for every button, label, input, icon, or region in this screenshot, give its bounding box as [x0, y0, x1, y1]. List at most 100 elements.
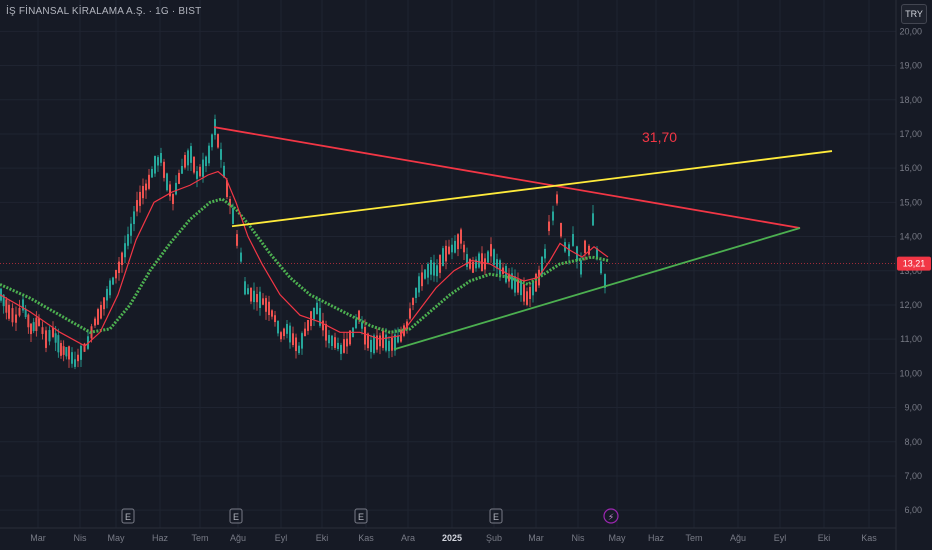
candle-body [15, 314, 17, 323]
event-marker-label: ⚡ [608, 513, 614, 523]
event-marker-label: E [233, 512, 239, 522]
earnings-event-icon[interactable]: E [354, 508, 368, 524]
candle-body [35, 317, 38, 332]
candle-body [280, 332, 282, 340]
candle-body [124, 243, 126, 258]
candle-body [325, 324, 327, 341]
candle-body [208, 145, 210, 164]
dividend-event-icon[interactable]: ⚡ [603, 508, 619, 524]
candle-body [262, 298, 264, 305]
candle-body [400, 329, 402, 342]
time-tick-label: Ağu [730, 533, 746, 543]
event-marker-label: E [125, 512, 131, 522]
candle-body [103, 297, 105, 310]
time-tick-label: Tem [685, 533, 702, 543]
price-tick-label: 15,00 [899, 197, 922, 207]
time-tick-label: Kas [358, 533, 374, 543]
candle-body [265, 298, 267, 312]
candle-body [256, 294, 258, 303]
candle-body [529, 286, 531, 299]
candle-body [430, 259, 432, 275]
event-marker-box [354, 508, 368, 524]
time-tick-label: Nis [572, 533, 585, 543]
candle-body [27, 314, 30, 328]
candle-body [52, 327, 54, 337]
candle-body [247, 288, 249, 295]
candle-body [48, 330, 51, 342]
candle-body [364, 326, 366, 345]
candle-body [130, 223, 132, 236]
candle-body [346, 338, 348, 347]
candle-body [80, 345, 82, 360]
trendline-lower-support [393, 227, 801, 351]
candle-body [397, 335, 399, 343]
candle-body [343, 339, 345, 353]
candle-body [118, 261, 120, 274]
time-tick-label: Eyl [275, 533, 288, 543]
candle-body [376, 335, 378, 350]
candle-body [274, 315, 276, 323]
event-marker-box [489, 508, 503, 524]
time-tick-label: Kas [861, 533, 877, 543]
earnings-event-icon[interactable]: E [121, 508, 135, 524]
price-tick-label: 9,00 [904, 403, 922, 413]
candle-body [178, 172, 180, 184]
price-axis: 6,00 7,00 8,00 9,00 10,00 11,00 12,00 13,00 14,0… [899, 26, 922, 515]
candle-body [379, 335, 381, 347]
candle-body [90, 326, 93, 339]
candle-body [169, 184, 171, 197]
candle-body [358, 310, 360, 320]
fast-moving-average [0, 170, 609, 347]
candle-body [109, 280, 111, 296]
candle-body [68, 346, 70, 360]
candle-body [181, 166, 183, 174]
earnings-event-icon[interactable]: E [489, 508, 503, 524]
candle-body [24, 308, 27, 318]
candle-body [421, 272, 423, 287]
candle-body [2, 294, 5, 307]
candle-body [292, 333, 294, 346]
currency-button[interactable]: TRY [901, 4, 927, 24]
candle-body [433, 262, 435, 276]
time-tick-label: Şub [486, 533, 502, 543]
candle-body [115, 269, 117, 279]
candle-body [250, 287, 252, 302]
candle-body [77, 354, 79, 362]
candle-body [74, 359, 76, 367]
candle-body [244, 281, 246, 295]
candle-body [205, 156, 207, 167]
candle-body [328, 335, 330, 344]
candle-body [508, 273, 510, 282]
candle-body [391, 337, 393, 351]
candle-body [8, 304, 10, 319]
candle-body [295, 337, 297, 352]
candle-body [304, 328, 306, 337]
candle-body [367, 333, 369, 349]
slow-moving-average [0, 197, 609, 334]
candle-body [211, 134, 213, 148]
candle-body [600, 261, 602, 274]
time-axis: Mar Nis May Haz Tem Ağu Eyl Eki Kas Ara 2025 Şub Mar… [30, 533, 877, 543]
candle-body [331, 335, 333, 347]
candle-body [38, 318, 40, 326]
candles [0, 114, 606, 370]
candle-body [556, 194, 558, 204]
candle-body [448, 246, 450, 254]
time-tick-label: Nis [74, 533, 87, 543]
candle-body [157, 157, 159, 166]
candle-body [409, 308, 411, 319]
candle-body [187, 150, 189, 166]
candle-body [472, 261, 474, 273]
candle-body [436, 265, 438, 277]
candle-body [511, 273, 513, 289]
candle-body [160, 152, 162, 163]
candle-body [163, 161, 165, 178]
earnings-event-icon[interactable]: E [229, 508, 243, 524]
candle-body [469, 259, 471, 269]
candle-body [253, 290, 255, 303]
candle-body [71, 352, 73, 364]
candle-body [388, 340, 390, 352]
price-tick-label: 8,00 [904, 437, 922, 447]
